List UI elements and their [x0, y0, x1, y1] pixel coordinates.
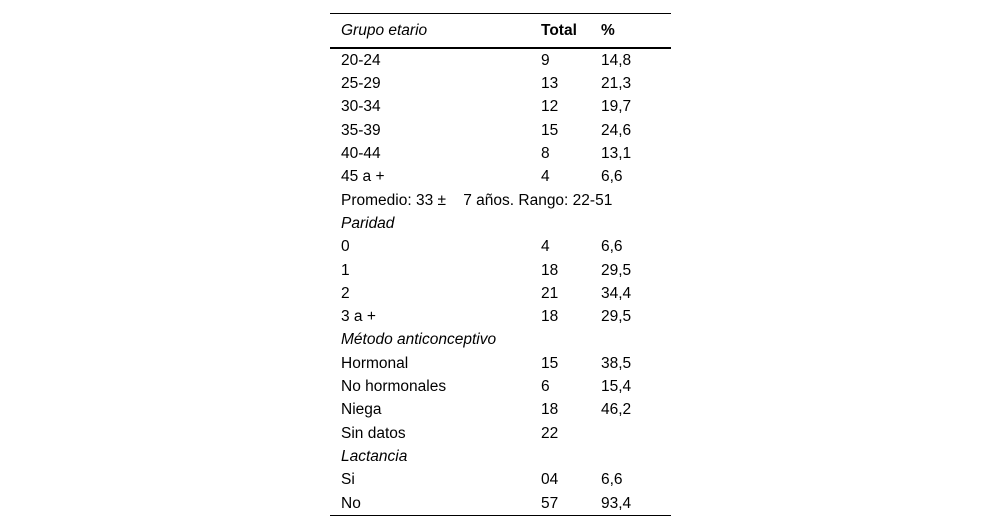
- row-label: No: [341, 494, 361, 512]
- row-percent: 6,6: [601, 168, 623, 186]
- section-title: Método anticonceptivo: [341, 331, 497, 349]
- table-row: No 57 93,4: [330, 492, 671, 515]
- row-total: 22: [541, 424, 559, 442]
- row-total: 57: [541, 494, 559, 512]
- row-total: 18: [541, 261, 559, 279]
- table-header-row: Grupo etario Total %: [330, 14, 671, 49]
- table-row: Si 04 6,6: [330, 468, 671, 491]
- row-percent: 6,6: [601, 238, 623, 256]
- table-row: Niega 18 46,2: [330, 398, 671, 421]
- row-label: 45 a +: [341, 168, 385, 186]
- row-label: 1: [341, 261, 350, 279]
- row-total: 4: [541, 238, 550, 256]
- row-total: 13: [541, 75, 559, 93]
- row-percent: 29,5: [601, 308, 632, 326]
- row-label: 25-29: [341, 75, 381, 93]
- row-total: 15: [541, 121, 559, 139]
- table-row: 35-39 15 24,6: [330, 119, 671, 142]
- table-row: No hormonales 6 15,4: [330, 375, 671, 398]
- section-title: Lactancia: [341, 447, 408, 465]
- row-total: 04: [541, 471, 559, 489]
- row-label: No hormonales: [341, 378, 447, 396]
- row-total: 4: [541, 168, 550, 186]
- table-row: 20-24 9 14,8: [330, 49, 671, 72]
- table-row: 25-29 13 21,3: [330, 72, 671, 95]
- table-row: 3 a + 18 29,5: [330, 305, 671, 328]
- section-row: Método anticonceptivo: [330, 329, 671, 352]
- note-row: Promedio: 33 ± 7 años. Rango: 22-51: [330, 189, 671, 212]
- row-label: 2: [341, 284, 350, 302]
- row-total: 6: [541, 378, 550, 396]
- row-percent: 14,8: [601, 51, 632, 69]
- row-percent: 19,7: [601, 98, 632, 116]
- table-row: 45 a + 4 6,6: [330, 165, 671, 188]
- row-total: 15: [541, 354, 559, 372]
- col-header-percent: %: [601, 21, 615, 39]
- section-row: Paridad: [330, 212, 671, 235]
- stats-table: Grupo etario Total % 20-24 9 14,8 25-29 …: [330, 13, 671, 516]
- table-row: Sin datos 22: [330, 422, 671, 445]
- row-label: Sin datos: [341, 424, 406, 442]
- row-label: 3 a +: [341, 308, 376, 326]
- row-label: Niega: [341, 401, 382, 419]
- row-label: 20-24: [341, 51, 381, 69]
- row-percent: 24,6: [601, 121, 632, 139]
- row-percent: 29,5: [601, 261, 632, 279]
- row-percent: 13,1: [601, 145, 632, 163]
- section-title: Paridad: [341, 214, 395, 232]
- row-total: 18: [541, 401, 559, 419]
- row-label: 30-34: [341, 98, 381, 116]
- row-total: 21: [541, 284, 559, 302]
- row-label: Si: [341, 471, 355, 489]
- row-label: 40-44: [341, 145, 381, 163]
- row-percent: 38,5: [601, 354, 632, 372]
- table-row: 1 18 29,5: [330, 259, 671, 282]
- row-percent: 46,2: [601, 401, 632, 419]
- row-total: 12: [541, 98, 559, 116]
- col-header-total: Total: [541, 21, 577, 39]
- row-total: 8: [541, 145, 550, 163]
- row-total: 9: [541, 51, 550, 69]
- row-percent: 93,4: [601, 494, 632, 512]
- col-header-label: Grupo etario: [341, 21, 428, 39]
- row-total: 18: [541, 308, 559, 326]
- table-row: 0 4 6,6: [330, 235, 671, 258]
- table-row: 40-44 8 13,1: [330, 142, 671, 165]
- row-percent: 34,4: [601, 284, 632, 302]
- table-row: Hormonal 15 38,5: [330, 352, 671, 375]
- row-label: Hormonal: [341, 354, 409, 372]
- row-label: 0: [341, 238, 350, 256]
- note-text: Promedio: 33 ± 7 años. Rango: 22-51: [341, 191, 613, 209]
- table-row: 30-34 12 19,7: [330, 96, 671, 119]
- row-percent: 15,4: [601, 378, 632, 396]
- row-label: 35-39: [341, 121, 381, 139]
- section-row: Lactancia: [330, 445, 671, 468]
- row-percent: 6,6: [601, 471, 623, 489]
- row-percent: 21,3: [601, 75, 632, 93]
- table-row: 2 21 34,4: [330, 282, 671, 305]
